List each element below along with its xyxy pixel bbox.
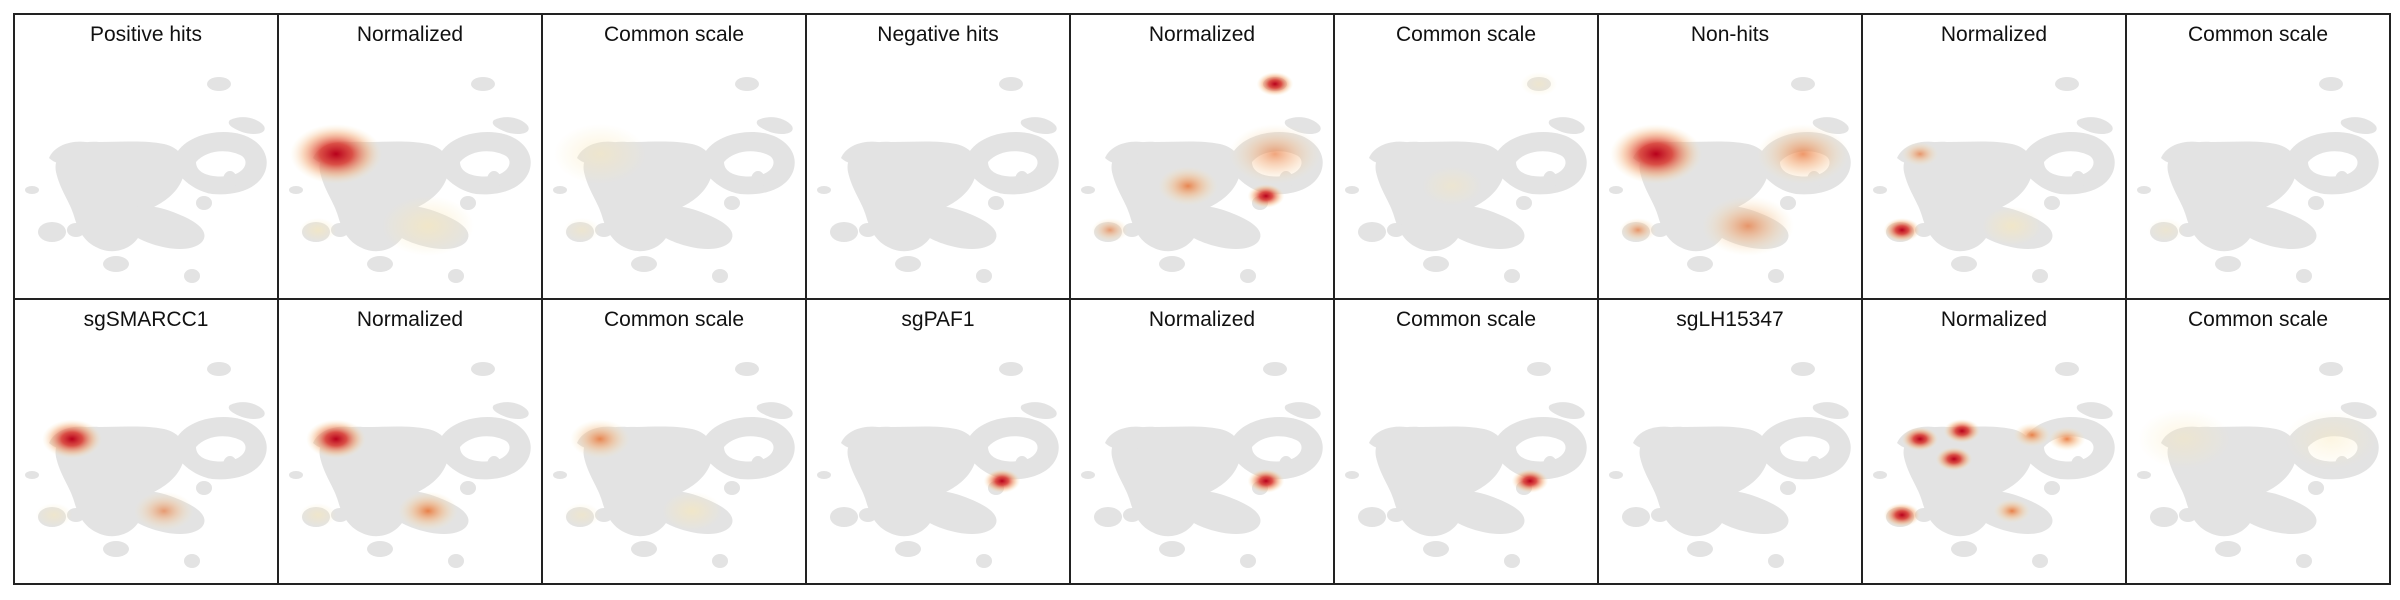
umap-silhouette bbox=[1081, 362, 1323, 568]
panel-r1-c2: Normalized bbox=[277, 13, 543, 300]
panel-r1-c3: Common scale bbox=[541, 13, 807, 300]
density-hotspot-lower-right bbox=[983, 469, 1021, 493]
umap-silhouette bbox=[25, 362, 267, 568]
density-hotspot-upper-left-arm bbox=[1610, 124, 1702, 184]
panel-r1-c5: Normalized bbox=[1069, 13, 1335, 300]
density-hotspot-upper-left-arm bbox=[2138, 409, 2230, 469]
density-hotspot-lower-left-islet bbox=[299, 503, 337, 527]
density-hotspot-right-loop bbox=[1229, 124, 1321, 184]
umap-silhouette bbox=[1609, 362, 1851, 568]
umap-silhouette bbox=[1345, 362, 1587, 568]
density-hotspot-upper-left-arm bbox=[1901, 427, 1939, 451]
panel-title: Common scale bbox=[2188, 308, 2328, 331]
panel-r1-c9: Common scale bbox=[2125, 13, 2391, 300]
density-hotspot-lower-left-islet bbox=[299, 218, 337, 242]
density-hotspot-right-loop bbox=[2285, 409, 2377, 469]
umap-silhouette bbox=[553, 362, 795, 568]
panel-r2-c7: sgLH15347 bbox=[1597, 298, 1863, 585]
panel-r2-c3: Common scale bbox=[541, 298, 807, 585]
umap-silhouette bbox=[289, 362, 531, 568]
density-hotspot-lower-left-islet bbox=[1091, 218, 1129, 242]
panel-title: Common scale bbox=[1396, 23, 1536, 46]
panel-r1-c7: Non-hits bbox=[1597, 13, 1863, 300]
density-hotspot-top-right-islet bbox=[1256, 72, 1294, 96]
density-hotspot-lower-right bbox=[1247, 184, 1285, 208]
density-hotspot-lower-right bbox=[1511, 469, 1549, 493]
panel-title: Common scale bbox=[1396, 308, 1536, 331]
density-hotspot-upper-left-arm bbox=[306, 419, 366, 459]
panel-r2-c1: sgSMARCC1 bbox=[13, 298, 279, 585]
panel-title: Common scale bbox=[2188, 23, 2328, 46]
panel-title: Common scale bbox=[604, 23, 744, 46]
panel-title: Normalized bbox=[357, 308, 463, 331]
panel-r2-c2: Normalized bbox=[277, 298, 543, 585]
panel-frame bbox=[2125, 298, 2391, 585]
panel-r2-c4: sgPAF1 bbox=[805, 298, 1071, 585]
panel-r1-c6: Common scale bbox=[1333, 13, 1599, 300]
density-hotspot-upper-center bbox=[1943, 419, 1981, 443]
density-hotspot-lower-center-band bbox=[1993, 499, 2031, 523]
panel-title: Negative hits bbox=[877, 23, 998, 46]
density-hotspot-lower-center-band bbox=[662, 491, 722, 531]
density-hotspot-center-left bbox=[1935, 447, 1973, 471]
density-hotspot-upper-left-arm bbox=[554, 124, 646, 184]
density-hotspot-lower-left-islet bbox=[563, 503, 601, 527]
panel-r1-c8: Normalized bbox=[1861, 13, 2127, 300]
panel-r1-c1: Positive hits bbox=[13, 13, 279, 300]
panel-title: Normalized bbox=[1149, 308, 1255, 331]
panel-title: Normalized bbox=[1941, 23, 2047, 46]
panel-r1-c4: Negative hits bbox=[805, 13, 1071, 300]
umap-silhouette bbox=[1873, 77, 2115, 283]
panel-title: Normalized bbox=[357, 23, 463, 46]
density-hotspot-lower-left-islet bbox=[1883, 218, 1921, 242]
umap-silhouette bbox=[817, 77, 1059, 283]
panel-r2-c5: Normalized bbox=[1069, 298, 1335, 585]
density-hotspot-top-right-islet bbox=[1520, 72, 1558, 96]
density-hotspot-lower-center-band bbox=[134, 491, 194, 531]
density-hotspot-upper-left-arm bbox=[570, 419, 630, 459]
umap-silhouette bbox=[817, 362, 1059, 568]
density-hotspot-upper-left-arm bbox=[290, 124, 382, 184]
panel-title: sgLH15347 bbox=[1676, 308, 1783, 331]
density-hotspot-upper-left-arm bbox=[1901, 142, 1939, 166]
panel-r2-c6: Common scale bbox=[1333, 298, 1599, 585]
density-hotspot-lower-left-islet bbox=[2147, 218, 2185, 242]
panel-title: Positive hits bbox=[90, 23, 202, 46]
density-hotspot-lower-center-band bbox=[1982, 206, 2042, 246]
density-hotspot-lower-left-islet bbox=[1883, 503, 1921, 527]
umap-silhouette bbox=[2137, 77, 2379, 283]
panel-title: Normalized bbox=[1149, 23, 1255, 46]
panel-r2-c8: Normalized bbox=[1861, 298, 2127, 585]
density-hotspot-upper-right bbox=[2013, 423, 2051, 447]
panel-title: Common scale bbox=[604, 308, 744, 331]
panel-r2-c9: Common scale bbox=[2125, 298, 2391, 585]
density-hotspot-center bbox=[1158, 166, 1218, 206]
density-hotspot-right-loop bbox=[2048, 427, 2086, 451]
density-hotspot-lower-center-band bbox=[382, 196, 474, 256]
umap-silhouette bbox=[25, 77, 267, 283]
panel-title: Non-hits bbox=[1691, 23, 1769, 46]
density-hotspot-upper-left-arm bbox=[42, 419, 102, 459]
density-hotspot-lower-left-islet bbox=[1619, 218, 1657, 242]
panel-title: sgPAF1 bbox=[901, 308, 974, 331]
density-hotspot-right-loop bbox=[1757, 124, 1849, 184]
density-hotspot-lower-left-islet bbox=[563, 218, 601, 242]
density-hotspot-center bbox=[1422, 166, 1482, 206]
density-hotspot-lower-center-band bbox=[1702, 196, 1794, 256]
panel-title: Normalized bbox=[1941, 308, 2047, 331]
density-hotspot-lower-left-islet bbox=[35, 503, 73, 527]
density-hotspot-lower-right bbox=[1247, 469, 1285, 493]
panel-title: sgSMARCC1 bbox=[84, 308, 209, 331]
density-hotspot-lower-center-band bbox=[398, 491, 458, 531]
umap-silhouette bbox=[1873, 362, 2115, 568]
